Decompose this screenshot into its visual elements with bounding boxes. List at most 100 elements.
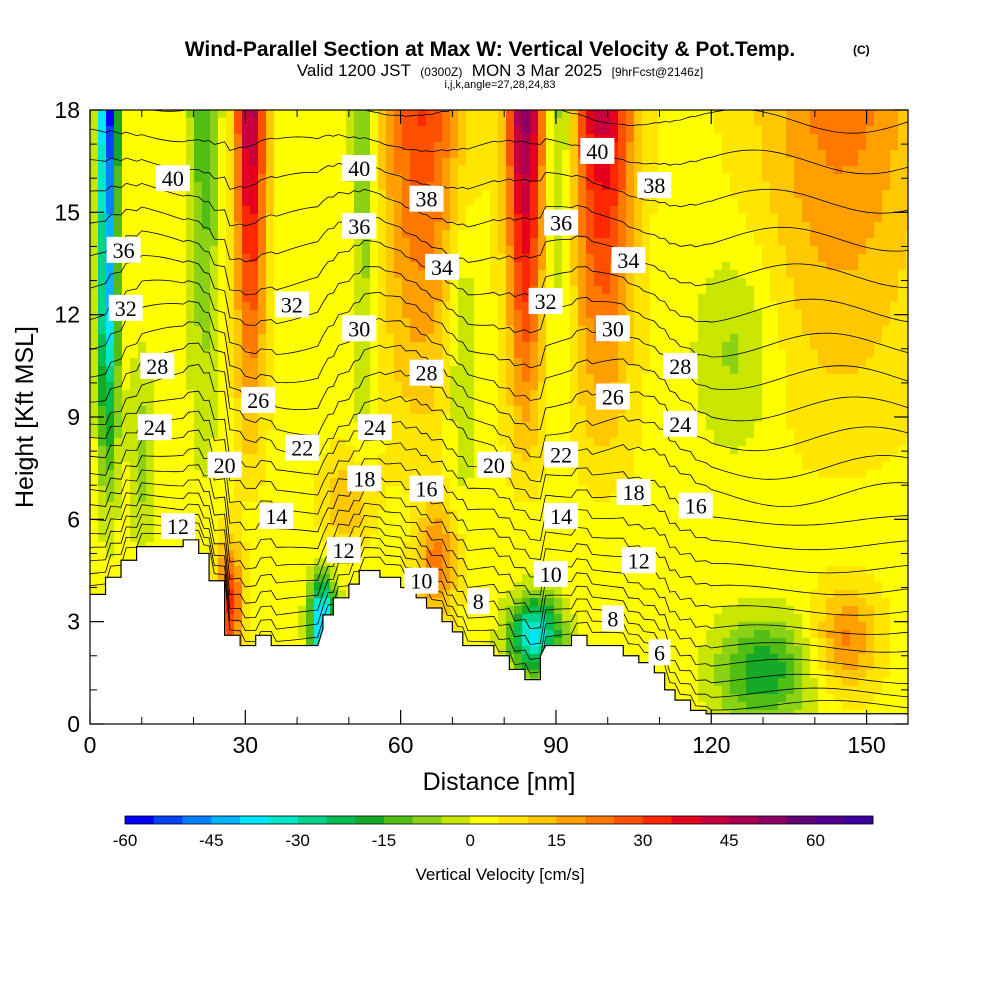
velocity-cell	[562, 406, 571, 415]
velocity-cell	[290, 334, 299, 343]
velocity-cell	[474, 438, 483, 447]
velocity-cell	[714, 134, 723, 143]
velocity-cell	[842, 486, 851, 495]
velocity-cell	[322, 286, 331, 295]
velocity-cell	[458, 326, 467, 335]
velocity-cell	[746, 174, 755, 183]
velocity-cell	[898, 270, 907, 279]
velocity-cell	[458, 462, 467, 471]
velocity-cell	[274, 382, 283, 391]
velocity-cell	[898, 198, 907, 207]
velocity-cell	[218, 294, 227, 303]
velocity-cell	[898, 422, 907, 431]
velocity-cell	[522, 414, 531, 423]
velocity-cell	[178, 134, 187, 143]
velocity-cell	[690, 406, 699, 415]
velocity-cell	[530, 238, 539, 247]
velocity-cell	[402, 310, 411, 319]
velocity-cell	[418, 406, 427, 415]
velocity-cell	[434, 222, 443, 231]
velocity-cell	[106, 190, 115, 199]
velocity-cell	[234, 494, 243, 503]
velocity-cell	[626, 430, 635, 439]
velocity-cell	[122, 366, 131, 375]
velocity-cell	[410, 318, 419, 327]
velocity-cell	[98, 454, 107, 463]
velocity-cell	[722, 246, 731, 255]
velocity-cell	[490, 230, 499, 239]
velocity-cell	[642, 118, 651, 127]
velocity-cell	[98, 190, 107, 199]
velocity-cell	[850, 150, 859, 159]
velocity-cell	[450, 182, 459, 191]
velocity-cell	[722, 134, 731, 143]
velocity-cell	[682, 478, 691, 487]
velocity-cell	[298, 358, 307, 367]
velocity-cell	[882, 126, 891, 135]
velocity-cell	[666, 142, 675, 151]
velocity-cell	[194, 222, 203, 231]
velocity-cell	[546, 358, 555, 367]
velocity-cell	[90, 390, 99, 399]
velocity-cell	[394, 166, 403, 175]
velocity-cell	[250, 494, 259, 503]
velocity-cell	[522, 406, 531, 415]
velocity-cell	[794, 446, 803, 455]
velocity-cell	[778, 126, 787, 135]
velocity-cell	[370, 286, 379, 295]
velocity-cell	[746, 254, 755, 263]
velocity-cell	[762, 390, 771, 399]
velocity-cell	[194, 206, 203, 215]
velocity-cell	[442, 190, 451, 199]
velocity-cell	[490, 254, 499, 263]
velocity-cell	[210, 278, 219, 287]
velocity-cell	[106, 366, 115, 375]
velocity-cell	[250, 254, 259, 263]
velocity-cell	[154, 278, 163, 287]
velocity-cell	[402, 326, 411, 335]
velocity-cell	[306, 174, 315, 183]
velocity-cell	[338, 150, 347, 159]
velocity-cell	[330, 430, 339, 439]
velocity-cell	[810, 414, 819, 423]
velocity-cell	[514, 342, 523, 351]
velocity-cell	[386, 350, 395, 359]
velocity-cell	[658, 134, 667, 143]
velocity-cell	[282, 158, 291, 167]
velocity-cell	[98, 462, 107, 471]
velocity-cell	[730, 358, 739, 367]
velocity-cell	[746, 270, 755, 279]
velocity-cell	[370, 270, 379, 279]
velocity-cell	[906, 110, 908, 119]
velocity-cell	[330, 134, 339, 143]
velocity-cell	[242, 374, 251, 383]
velocity-cell	[586, 294, 595, 303]
velocity-cell	[754, 134, 763, 143]
velocity-cell	[482, 246, 491, 255]
velocity-cell	[466, 422, 475, 431]
velocity-cell	[450, 486, 459, 495]
velocity-cell	[626, 302, 635, 311]
velocity-cell	[338, 254, 347, 263]
velocity-cell	[610, 374, 619, 383]
velocity-cell	[266, 486, 275, 495]
velocity-cell	[122, 278, 131, 287]
velocity-cell	[730, 406, 739, 415]
velocity-cell	[610, 118, 619, 127]
velocity-cell	[778, 414, 787, 423]
velocity-cell	[138, 230, 147, 239]
velocity-cell	[458, 366, 467, 375]
velocity-cell	[562, 142, 571, 151]
velocity-cell	[730, 230, 739, 239]
velocity-cell	[826, 118, 835, 127]
velocity-cell	[570, 422, 579, 431]
velocity-cell	[362, 206, 371, 215]
velocity-cell	[218, 350, 227, 359]
velocity-cell	[258, 302, 267, 311]
velocity-cell	[258, 270, 267, 279]
velocity-cell	[786, 302, 795, 311]
velocity-cell	[626, 366, 635, 375]
velocity-cell	[674, 462, 683, 471]
velocity-cell	[362, 190, 371, 199]
velocity-cell	[298, 334, 307, 343]
